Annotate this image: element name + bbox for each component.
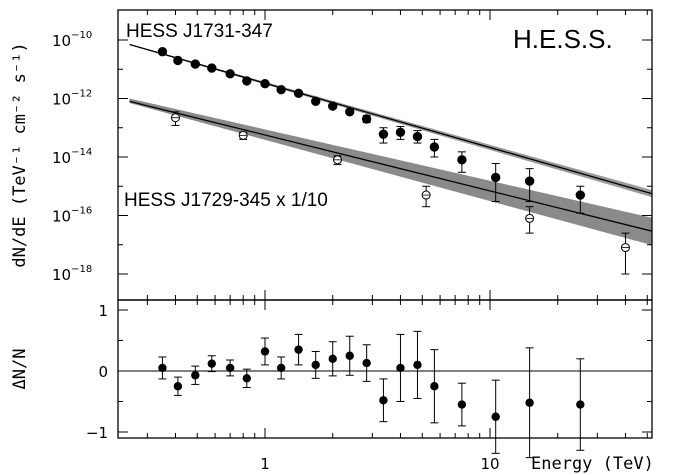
hess-label: H.E.S.S. (513, 24, 613, 54)
residual-panel-frame (117, 299, 653, 439)
spectrum-ticks (118, 10, 652, 300)
x-tick-label: 1 (260, 455, 270, 473)
x-tick-label: 10 (480, 455, 499, 473)
series-label-j1729: HESS J1729-345 x 1/10 (124, 190, 328, 211)
residual-point (328, 354, 337, 363)
residual-point (525, 398, 534, 407)
residual-point (191, 371, 200, 380)
j1731-point (260, 79, 270, 89)
residual-ticks (118, 300, 652, 438)
residual-point (345, 351, 354, 360)
j1731-point (412, 131, 423, 142)
x-tick-labels: 1 10 (260, 455, 499, 473)
residual-panel: 10−1 1 10 ΔN/N Energy (TeV) (10, 299, 654, 474)
y-tick-label: 10−14 (52, 147, 92, 167)
j1731-point (225, 69, 235, 79)
series-label-j1731: HESS J1731-347 (126, 21, 273, 42)
residual-point (173, 382, 183, 391)
j1731-point (328, 101, 338, 111)
j1731-point (524, 176, 535, 186)
residual-point (430, 382, 439, 391)
residual-point (158, 363, 167, 373)
y-tick-exponent: −14 (71, 147, 92, 158)
residual-point (413, 360, 422, 370)
fit-lines-layer (129, 43, 652, 232)
residual-y-label: ΔN/N (10, 349, 30, 390)
residual-point (491, 412, 500, 421)
residual-point (207, 359, 216, 368)
residual-point (225, 363, 235, 373)
y-tick-labels: 10−10 10−12 10−14 10−16 10−18 (52, 30, 92, 284)
j1731-point (361, 114, 372, 124)
residual-point (260, 347, 270, 356)
y-tick-label: 10−18 (52, 264, 92, 284)
residual-y-tick-label: −1 (86, 424, 108, 442)
fit-line-j1731 (129, 43, 652, 195)
residual-point (396, 363, 405, 373)
residual-point (294, 345, 303, 354)
y-tick-label: 10−12 (52, 89, 92, 109)
j1731-point (207, 63, 217, 73)
j1731-point (378, 129, 389, 139)
residual-points-layer (158, 330, 585, 459)
residual-point (242, 374, 251, 383)
j1731-point (190, 59, 200, 69)
j1731-point (575, 190, 586, 200)
residual-y-tick-labels: 1 0 −1 (86, 302, 108, 442)
j1731-point (293, 88, 304, 99)
j1731-point (457, 155, 467, 165)
j1731-point (276, 84, 286, 95)
j1731-point (395, 127, 406, 137)
residual-y-tick-label: 0 (98, 363, 108, 381)
fit-band-layer (129, 44, 652, 246)
spectrum-panel: 10−10 10−12 10−14 10−16 10−18 H.E.S.S. HESS … (10, 9, 653, 301)
j1731-point (173, 55, 183, 66)
residual-point (362, 358, 371, 368)
y-axis-label: dN/dE (TeV⁻¹ cm⁻² s⁻¹) (10, 42, 30, 267)
y-tick-label: 10−10 (52, 30, 92, 50)
y-tick-exponent: −16 (71, 206, 92, 217)
j1731-point (429, 142, 440, 152)
y-tick-exponent: −18 (71, 264, 92, 275)
x-axis-label: Energy (TeV) (531, 454, 654, 474)
residual-point (576, 400, 585, 409)
residual-point (311, 360, 320, 370)
fit-line-j1729 (129, 100, 652, 232)
j1731-point (345, 107, 355, 117)
y-tick-exponent: −12 (71, 89, 92, 100)
residual-point (276, 363, 286, 373)
j1731-point (157, 46, 168, 57)
residual-y-tick-label: 1 (98, 302, 108, 320)
y-tick-exponent: −10 (71, 30, 92, 41)
fit-uncertainty-band (129, 98, 652, 246)
y-tick-label: 10−16 (52, 206, 92, 226)
j1731-point (242, 76, 252, 86)
j1731-point (310, 96, 321, 107)
residual-point (379, 396, 388, 405)
j1731-point (490, 172, 501, 183)
data-points-layer (157, 46, 630, 275)
residual-point (457, 400, 467, 409)
